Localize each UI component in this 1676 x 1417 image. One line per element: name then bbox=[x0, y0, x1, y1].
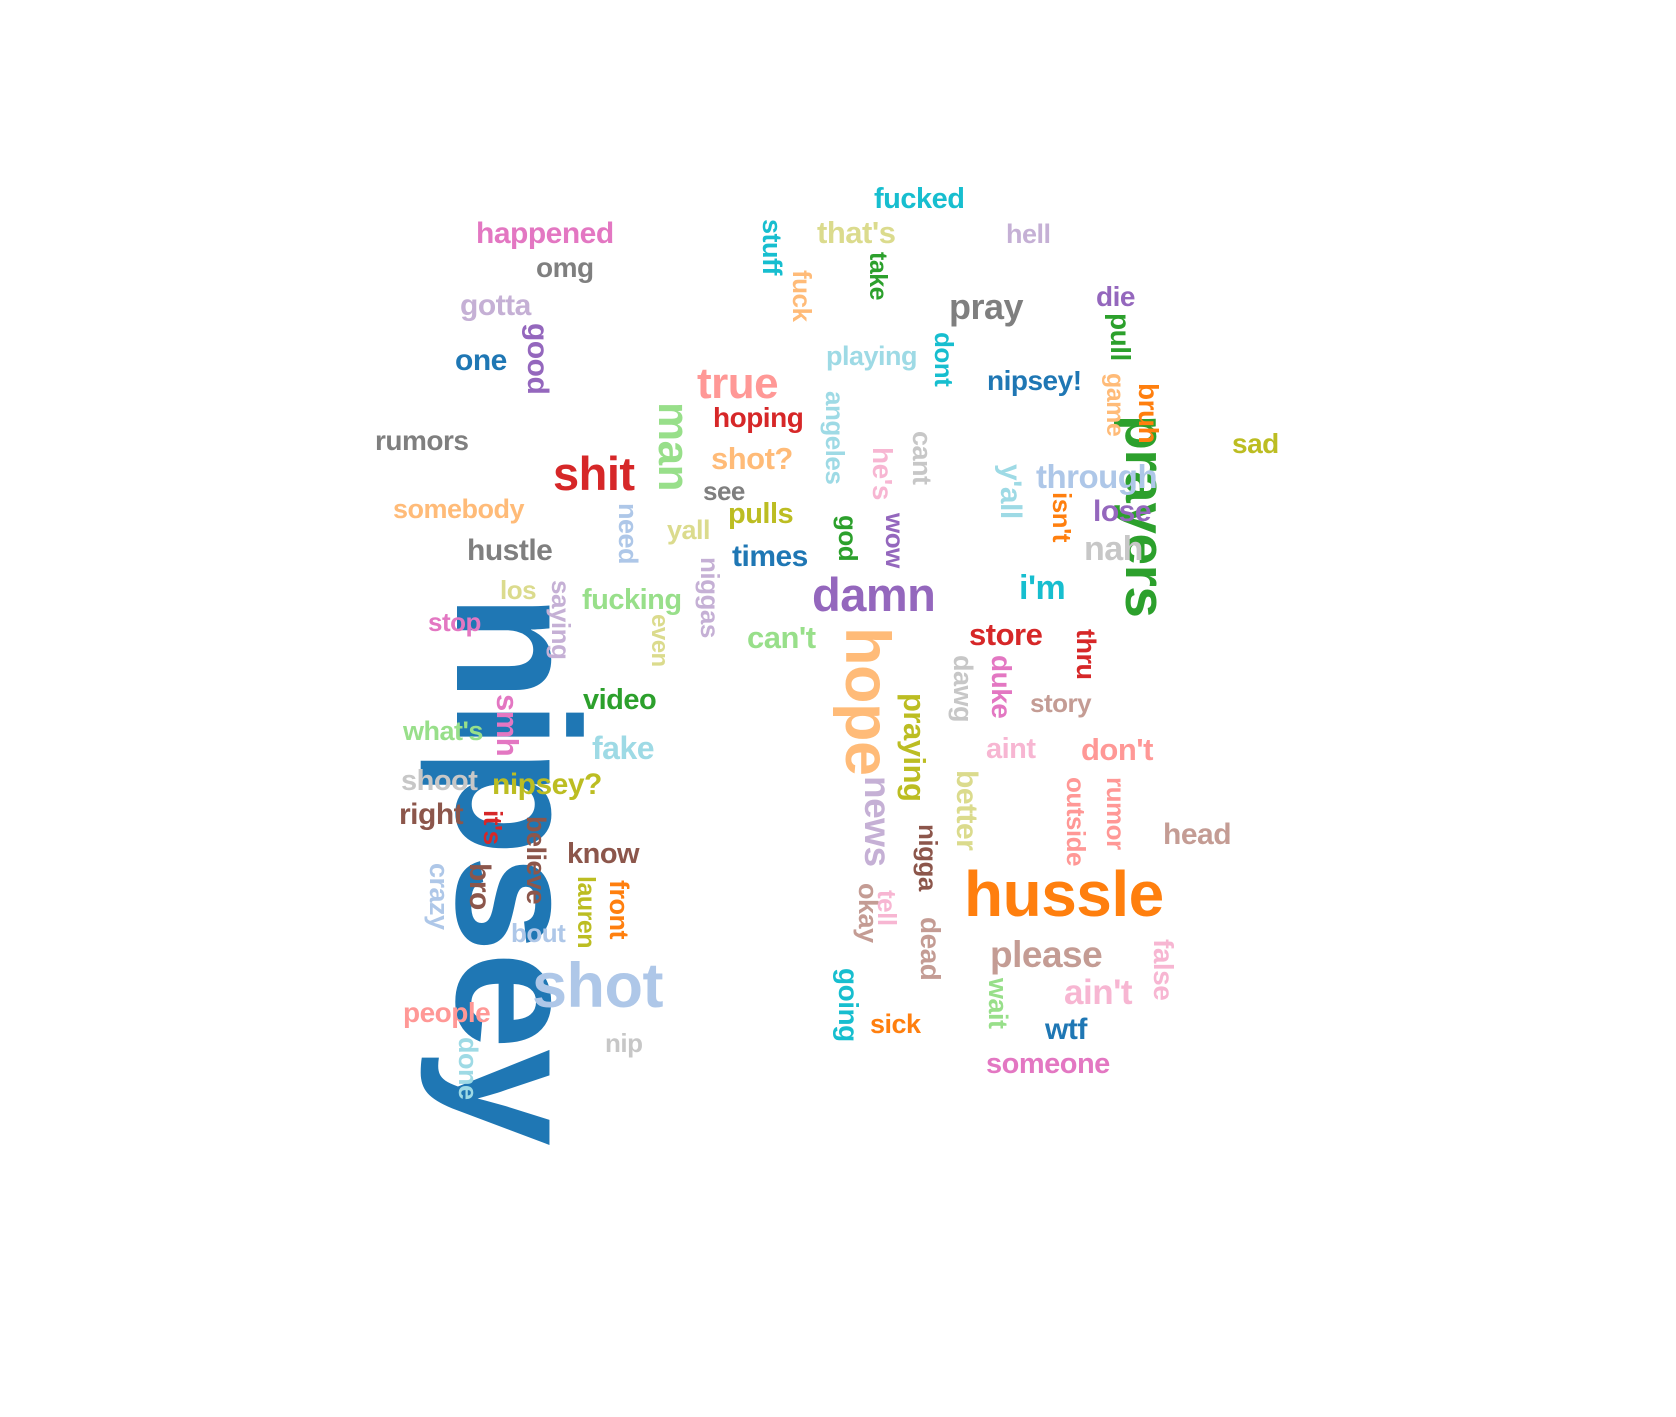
word-playing: playing bbox=[826, 341, 918, 371]
word-happened: happened bbox=[476, 217, 614, 250]
word-pulls: pulls bbox=[728, 498, 794, 530]
word-it-s: it's bbox=[478, 810, 508, 845]
word-store: store bbox=[969, 617, 1043, 652]
word-pray: pray bbox=[949, 286, 1024, 327]
word-believe: believe bbox=[521, 816, 551, 905]
word-dead: dead bbox=[915, 917, 946, 981]
word-shot: shot? bbox=[711, 441, 793, 476]
word-pull: pull bbox=[1105, 313, 1136, 361]
word-even: even bbox=[646, 614, 673, 667]
word-take: take bbox=[864, 252, 892, 301]
word-rumor: rumor bbox=[1101, 777, 1131, 850]
word-smh: smh bbox=[490, 694, 525, 757]
word-know: know bbox=[567, 838, 640, 870]
word-done: done bbox=[453, 1037, 483, 1100]
word-shit: shit bbox=[553, 447, 635, 500]
word-people: people bbox=[403, 997, 491, 1028]
word-good: good bbox=[521, 323, 554, 395]
word-dawg: dawg bbox=[948, 655, 978, 723]
word-damn: damn bbox=[812, 568, 936, 621]
word-praying: praying bbox=[897, 693, 932, 802]
word-what-s: what's bbox=[403, 716, 483, 746]
word-video: video bbox=[583, 684, 657, 716]
word-cant: cant bbox=[907, 431, 937, 485]
word-can-t: can't bbox=[747, 620, 816, 655]
word-gotta: gotta bbox=[460, 289, 531, 322]
word-better: better bbox=[950, 770, 983, 851]
word-stop: stop bbox=[428, 607, 481, 637]
word-hell: hell bbox=[1006, 219, 1051, 249]
word-lose: lose bbox=[1093, 495, 1152, 528]
word-nigga: nigga bbox=[913, 824, 943, 891]
word-outside: outside bbox=[1061, 777, 1091, 866]
word-i-m: i'm bbox=[1019, 569, 1066, 607]
word-news: news bbox=[857, 776, 898, 867]
word-see: see bbox=[703, 476, 745, 506]
word-isn-t: isn't bbox=[1047, 492, 1077, 542]
word-nipsey: nipsey! bbox=[987, 365, 1082, 396]
word-going: going bbox=[833, 968, 864, 1042]
word-hope: hope bbox=[832, 627, 902, 776]
word-crazy: crazy bbox=[424, 863, 454, 930]
word-wait: wait bbox=[983, 978, 1013, 1029]
word-sick: sick bbox=[870, 1009, 921, 1039]
word-sad: sad bbox=[1232, 428, 1279, 459]
word-hussle: hussle bbox=[964, 858, 1164, 930]
word-duke: duke bbox=[986, 655, 1017, 719]
word-rumors: rumors bbox=[375, 425, 469, 456]
word-true: true bbox=[697, 359, 779, 408]
word-hustle: hustle bbox=[467, 534, 553, 567]
word-fucked: fucked bbox=[874, 183, 965, 215]
word-bruh: bruh bbox=[1133, 383, 1164, 444]
word-thru: thru bbox=[1071, 629, 1101, 680]
word-false: false bbox=[1148, 939, 1179, 1001]
word-right: right bbox=[399, 798, 464, 831]
word-nip: nip bbox=[605, 1028, 643, 1058]
word-fuck: fuck bbox=[787, 270, 817, 322]
word-fucking: fucking bbox=[582, 584, 682, 616]
word-nah: nah bbox=[1084, 530, 1143, 568]
word-bro: bro bbox=[463, 863, 496, 910]
word-he-s: he's bbox=[867, 447, 898, 500]
word-bout: bout bbox=[511, 918, 566, 948]
word-one: one bbox=[455, 344, 507, 377]
word-ain-t: ain't bbox=[1064, 973, 1133, 1012]
word-don-t: don't bbox=[1081, 732, 1154, 767]
word-yall: yall bbox=[667, 515, 711, 545]
word-man: man bbox=[649, 402, 698, 491]
word-die: die bbox=[1096, 281, 1135, 312]
word-through: through bbox=[1036, 458, 1158, 495]
word-someone: someone bbox=[986, 1048, 1110, 1080]
word-niggas: niggas bbox=[695, 557, 725, 638]
word-stuff: stuff bbox=[757, 219, 787, 275]
word-angeles: angeles bbox=[820, 391, 850, 485]
word-that-s: that's bbox=[817, 215, 896, 250]
word-shoot: shoot bbox=[401, 765, 478, 797]
word-omg: omg bbox=[536, 252, 594, 283]
word-y-all: y'all bbox=[994, 464, 1027, 519]
word-shot: shot bbox=[532, 951, 663, 1021]
word-front: front bbox=[604, 880, 634, 939]
word-god: god bbox=[833, 515, 863, 562]
word-dont: dont bbox=[929, 332, 959, 387]
word-wow: wow bbox=[880, 513, 910, 568]
word-lauren: lauren bbox=[572, 876, 600, 949]
word-somebody: somebody bbox=[393, 494, 525, 524]
word-hoping: hoping bbox=[713, 402, 804, 433]
word-please: please bbox=[990, 934, 1103, 975]
word-game: game bbox=[1101, 373, 1129, 437]
word-story: story bbox=[1030, 688, 1092, 718]
word-saying: saying bbox=[546, 580, 576, 660]
word-wtf: wtf bbox=[1045, 1013, 1087, 1046]
word-tell: tell bbox=[872, 890, 902, 926]
word-times: times bbox=[732, 540, 808, 573]
word-aint: aint bbox=[986, 733, 1036, 765]
word-nipsey: nipsey? bbox=[492, 768, 602, 801]
word-head: head bbox=[1163, 818, 1232, 851]
word-fake: fake bbox=[592, 730, 655, 766]
word-need: need bbox=[613, 503, 643, 565]
word-los: los bbox=[500, 575, 537, 605]
